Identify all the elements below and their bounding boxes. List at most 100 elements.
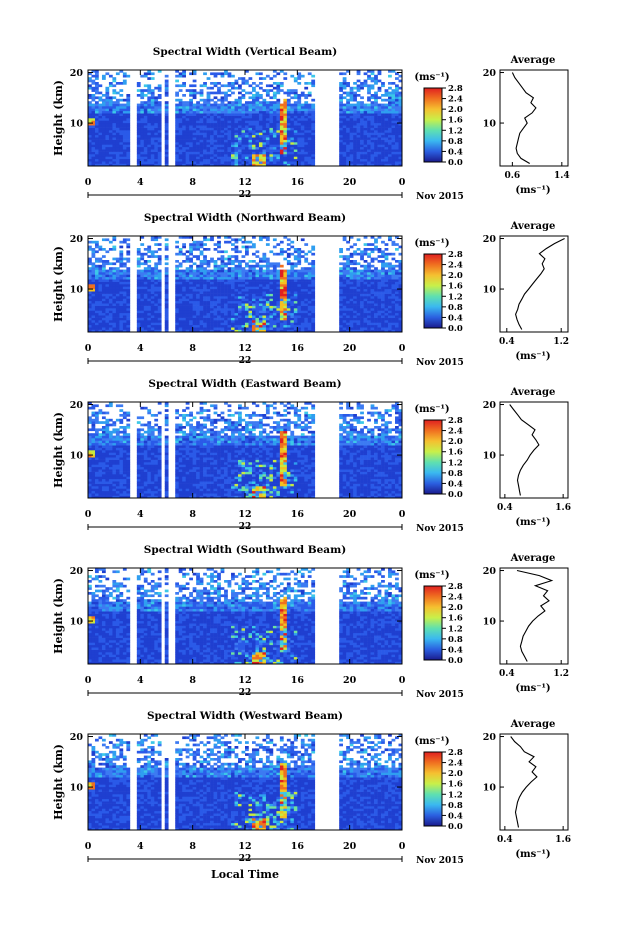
- heatmap-cell: [220, 276, 225, 280]
- heatmap-cell: [196, 308, 200, 311]
- heatmap-cell: [192, 300, 197, 304]
- heatmap-cell: [276, 144, 281, 148]
- heatmap-cell: [213, 291, 218, 294]
- heatmap-cell: [279, 250, 284, 254]
- heatmap-cell: [377, 110, 382, 114]
- heatmap-cell: [265, 158, 270, 162]
- heatmap-cell: [206, 324, 211, 328]
- heatmap-cell: [112, 274, 117, 278]
- heatmap-cell: [88, 94, 92, 97]
- heatmap-cell: [101, 303, 106, 306]
- heatmap-cell: [206, 94, 211, 97]
- heatmap-cell: [192, 293, 197, 297]
- heatmap-cell: [147, 122, 152, 126]
- heatmap-cell: [164, 156, 169, 160]
- heatmap-cell: [227, 262, 232, 266]
- heatmap-cell: [245, 91, 249, 95]
- heatmap-cell: [370, 264, 375, 268]
- heatmap-cell: [258, 113, 263, 116]
- heatmap-cell: [154, 322, 159, 326]
- heatmap-cell: [178, 98, 183, 102]
- heatmap-cell: [377, 281, 382, 285]
- heatmap-cell: [213, 108, 218, 112]
- heatmap-cell: [258, 257, 263, 261]
- heatmap-cell: [272, 86, 277, 90]
- heatmap-cell: [255, 286, 260, 290]
- heatmap-cell: [262, 144, 267, 148]
- heatmap-cell: [88, 279, 92, 282]
- heatmap-cell: [255, 274, 260, 278]
- heatmap-cell: [182, 245, 186, 249]
- heatmap-cell: [122, 127, 127, 131]
- heatmap-cell: [276, 274, 281, 278]
- heatmap-cell: [122, 151, 127, 155]
- heatmap-cell: [255, 312, 260, 316]
- heatmap-cell: [356, 293, 361, 297]
- heatmap-cell: [384, 255, 389, 258]
- heatmap-cell: [182, 305, 186, 309]
- heatmap-cell: [258, 144, 263, 148]
- heatmap-cell: [147, 264, 152, 268]
- heatmap-cell: [272, 139, 277, 143]
- heatmap-cell: [283, 149, 288, 152]
- heatmap-cell: [374, 272, 378, 275]
- heatmap-cell: [283, 113, 288, 116]
- heatmap-cell: [94, 310, 99, 314]
- heatmap-cell: [381, 161, 385, 164]
- heatmap-cell: [196, 127, 200, 131]
- heatmap-cell: [251, 260, 256, 263]
- heatmap-cell: [224, 132, 228, 136]
- heatmap-cell: [213, 312, 218, 316]
- heatmap-cell: [241, 113, 246, 116]
- heatmap-cell: [108, 158, 113, 162]
- heatmap-cell: [210, 142, 214, 145]
- heatmap-cell: [388, 284, 392, 287]
- heatmap-cell: [91, 303, 96, 306]
- heatmap-cell: [363, 291, 368, 294]
- heatmap-cell: [311, 120, 316, 124]
- heatmap-cell: [241, 144, 246, 148]
- heatmap-cell: [248, 103, 253, 107]
- heatmap-cell: [388, 144, 392, 148]
- heatmap-cell: [339, 329, 343, 333]
- heatmap-cell: [210, 103, 214, 107]
- heatmap-cell: [126, 298, 131, 302]
- heatmap-cell: [126, 156, 131, 160]
- heatmap-cell: [391, 315, 396, 318]
- heatmap-cell: [217, 327, 221, 330]
- heatmap-cell: [143, 127, 148, 131]
- heatmap-cell: [283, 130, 288, 133]
- heatmap-cell: [217, 284, 221, 287]
- heatmap-cell: [150, 250, 155, 254]
- heatmap-cell: [391, 149, 396, 152]
- heatmap-cell: [231, 281, 235, 285]
- heatmap-cell: [217, 125, 221, 128]
- heatmap-cell: [245, 281, 249, 285]
- heatmap-cell: [126, 94, 131, 97]
- heatmap-cell: [206, 163, 211, 167]
- heatmap-cell: [356, 127, 361, 131]
- heatmap-cell: [395, 163, 399, 167]
- heatmap-cell: [339, 82, 343, 85]
- heatmap-cell: [367, 144, 371, 148]
- heatmap-cell: [290, 315, 295, 318]
- heatmap-cell: [342, 255, 347, 258]
- heatmap-cell: [339, 118, 343, 121]
- heatmap-cell: [384, 296, 389, 299]
- heatmap-cell: [108, 110, 113, 114]
- heatmap-cell: [88, 106, 92, 109]
- heatmap-cell: [384, 320, 389, 323]
- heatmap-cell: [245, 310, 249, 314]
- heatmap-cell: [262, 288, 267, 292]
- heatmap-cell: [265, 291, 270, 294]
- heatmap-cell: [206, 305, 211, 309]
- heatmap-cell: [304, 125, 309, 128]
- heatmap-cell: [199, 317, 204, 321]
- heatmap-cell: [290, 154, 295, 157]
- heatmap-cell: [182, 70, 186, 73]
- heatmap-cell: [395, 144, 399, 148]
- heatmap-cell: [251, 151, 256, 155]
- heatmap-cell: [150, 151, 155, 155]
- heatmap-cell: [258, 324, 263, 328]
- heatmap-cell: [227, 312, 232, 316]
